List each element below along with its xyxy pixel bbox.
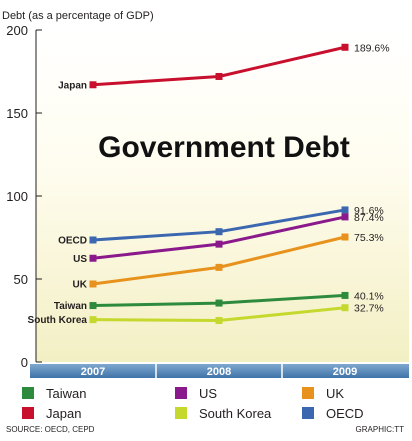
- series-us: US 87.4%: [73, 212, 384, 265]
- x-tick-label: 2007: [81, 366, 105, 378]
- x-axis-bar: 2007 2008 2009: [30, 364, 409, 378]
- series-name-label: Japan: [58, 80, 87, 91]
- end-value-label: 40.1%: [354, 290, 384, 302]
- data-point: [89, 302, 97, 310]
- y-tick-label: 150: [6, 106, 28, 121]
- end-value-label: 87.4%: [354, 212, 384, 224]
- chart-title: Government Debt: [98, 131, 350, 164]
- data-point: [341, 43, 349, 51]
- source-note: SOURCE: OECD, CEPD: [6, 425, 95, 434]
- data-point: [215, 299, 223, 307]
- data-point: [215, 240, 223, 248]
- series-name-label: UK: [73, 279, 88, 290]
- data-point: [341, 213, 349, 221]
- legend-item: US: [175, 385, 217, 401]
- data-point: [215, 317, 223, 324]
- x-tick-label: 2008: [207, 366, 231, 378]
- legend-item: UK: [302, 385, 344, 401]
- y-tick-label: 0: [21, 355, 28, 370]
- legend-swatch: [175, 387, 187, 399]
- data-point: [89, 280, 97, 288]
- x-axis-band: [30, 364, 409, 378]
- data-point: [341, 233, 349, 241]
- end-value-label: 75.3%: [354, 232, 384, 244]
- end-value-label: 91.6%: [354, 205, 384, 217]
- data-point: [89, 316, 97, 324]
- graphic-credit: GRAPHIC:TT: [355, 425, 404, 434]
- legend-label: Taiwan: [46, 385, 87, 401]
- x-tick-label: 2009: [333, 366, 357, 378]
- y-tick-label: 100: [6, 189, 28, 204]
- legend-item: Taiwan: [22, 385, 86, 401]
- data-point: [89, 81, 97, 89]
- legend-label: US: [199, 385, 218, 401]
- series-japan: Japan 189.6%: [58, 42, 390, 91]
- legend-label: South Korea: [199, 405, 272, 421]
- legend-swatch: [302, 407, 314, 419]
- data-point: [341, 291, 349, 299]
- series-uk: UK 75.3%: [73, 232, 384, 290]
- series-name-label: US: [73, 254, 87, 265]
- series-south-korea: South Korea 32.7%: [28, 303, 384, 326]
- y-tick-label: 200: [6, 23, 28, 38]
- legend-label: Japan: [46, 405, 82, 421]
- data-point: [215, 72, 223, 80]
- end-value-label: 32.7%: [354, 303, 384, 315]
- legend-swatch: [22, 387, 34, 399]
- series-name-label: South Korea: [28, 315, 88, 326]
- y-tick-label: 50: [14, 272, 28, 287]
- end-value-label: 189.6%: [354, 42, 390, 54]
- series-name-label: OECD: [58, 235, 87, 246]
- data-point: [89, 254, 97, 262]
- data-point: [89, 236, 97, 244]
- series-taiwan: Taiwan 40.1%: [54, 290, 384, 312]
- data-point: [215, 228, 223, 236]
- legend: Taiwan US UK Japan South Korea OECD: [0, 381, 412, 425]
- legend-label: OECD: [326, 405, 364, 421]
- legend-swatch: [175, 407, 187, 419]
- data-point: [341, 206, 349, 214]
- legend-item: Japan: [22, 405, 81, 421]
- legend-swatch: [22, 407, 34, 419]
- legend-item: OECD: [302, 405, 364, 421]
- series-name-label: Taiwan: [54, 301, 87, 312]
- chart: Debt (as a percentage of GDP) Government…: [2, 10, 409, 378]
- legend-label: UK: [326, 385, 345, 401]
- legend-swatch: [302, 387, 314, 399]
- data-point: [341, 304, 349, 312]
- series-oecd: OECD 91.6%: [58, 205, 384, 247]
- data-point: [215, 263, 223, 271]
- y-ticks: 0 50 100 150 200: [6, 23, 42, 370]
- y-axis-label: Debt (as a percentage of GDP): [2, 10, 154, 22]
- legend-item: South Korea: [175, 405, 271, 421]
- series-group: Japan 189.6% OECD 91.6% US 87.4% UK 75.3% Taiwan…: [28, 42, 390, 326]
